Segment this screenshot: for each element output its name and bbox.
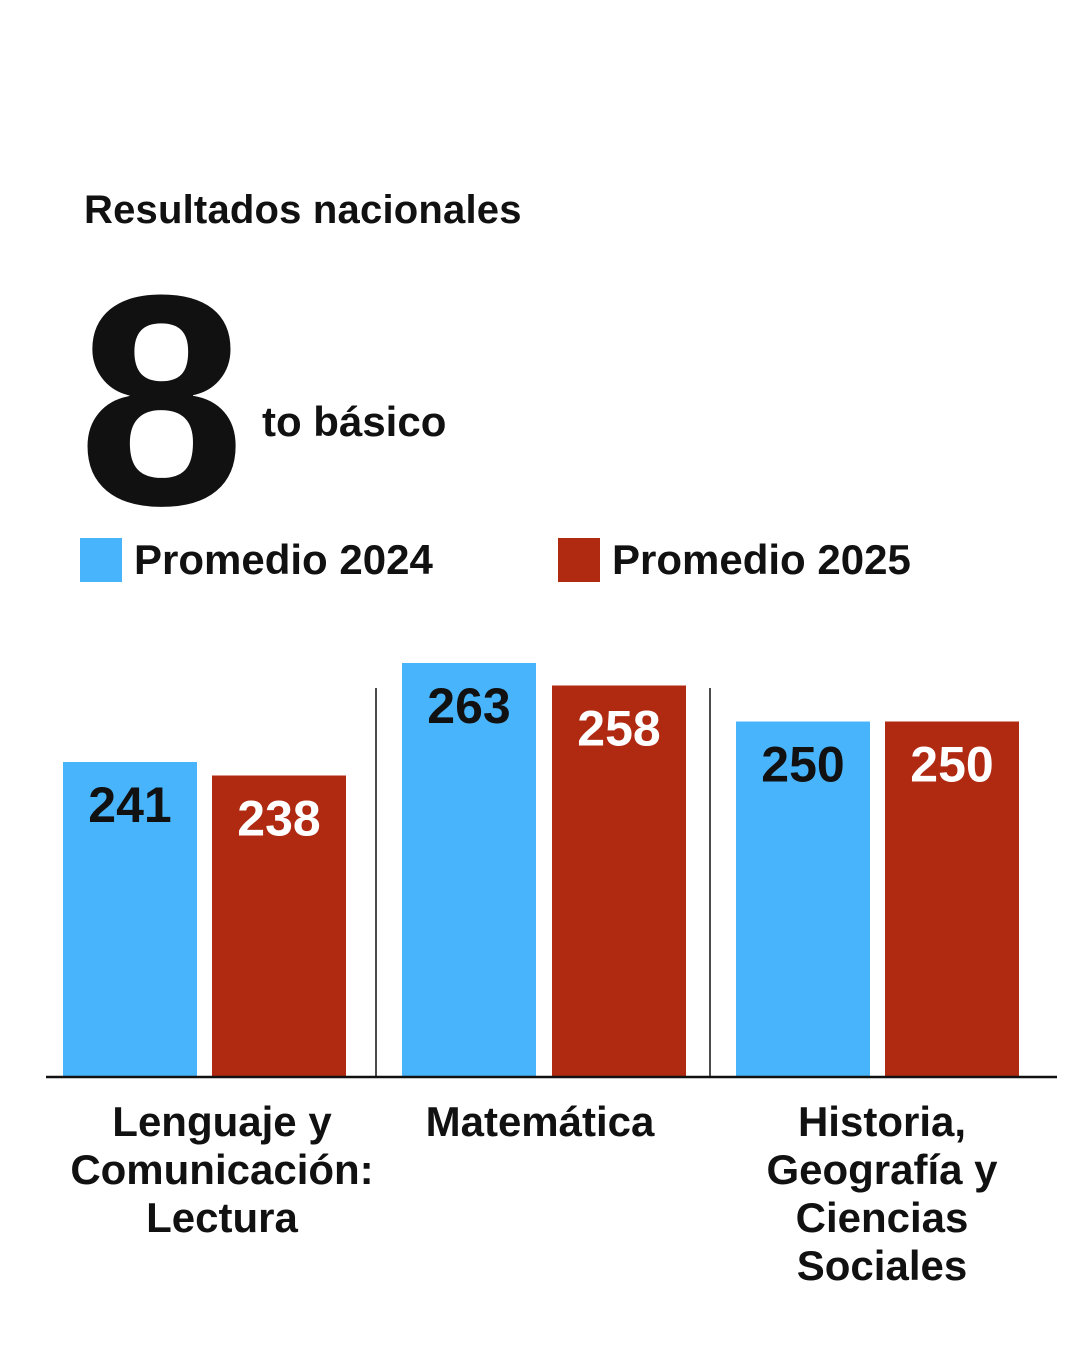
category-label-line: Matemática [425, 1098, 655, 1145]
data-label-historia-2025: 250 [910, 737, 993, 793]
category-label-line: Sociales [796, 1242, 968, 1289]
bar-matematica-2025 [552, 685, 686, 1077]
category-label-matematica: Matemática [370, 1098, 710, 1146]
bar-historia-2025 [885, 721, 1019, 1077]
category-label-line: Ciencias [795, 1194, 969, 1241]
legend-swatch-2024 [80, 538, 122, 582]
category-label-line: Comunicación: [70, 1146, 374, 1193]
category-label-lenguaje: Lenguaje y Comunicación: Lectura [52, 1098, 392, 1242]
legend-item-2024: Promedio 2024 [80, 536, 433, 583]
category-label-line: Lectura [146, 1194, 298, 1241]
category-label-line: Historia, [797, 1098, 967, 1145]
legend-label-2025: Promedio 2025 [612, 536, 911, 583]
bar-matematica-2024 [402, 663, 536, 1077]
chart-subtitle: Resultados nacionales [84, 188, 522, 232]
data-label-matematica-2025: 258 [577, 701, 660, 757]
bar-lenguaje-2024 [63, 762, 197, 1077]
data-label-historia-2024: 250 [761, 737, 844, 793]
category-label-historia: Historia, Geografía y Ciencias Sociales [712, 1098, 1052, 1290]
bar-lenguaje-2025 [212, 775, 346, 1077]
legend-swatch-2025 [558, 538, 600, 582]
data-label-lenguaje-2025: 238 [237, 791, 320, 847]
bar-historia-2024 [736, 721, 870, 1077]
data-label-matematica-2024: 263 [427, 678, 510, 734]
grade-number: 8 [78, 232, 245, 568]
data-label-lenguaje-2024: 241 [88, 777, 171, 833]
legend-item-2025: Promedio 2025 [558, 536, 911, 583]
legend-label-2024: Promedio 2024 [134, 536, 433, 583]
category-label-line: Lenguaje y [112, 1098, 332, 1145]
category-label-line: Geografía y [766, 1146, 998, 1193]
grade-suffix: to básico [262, 398, 447, 445]
